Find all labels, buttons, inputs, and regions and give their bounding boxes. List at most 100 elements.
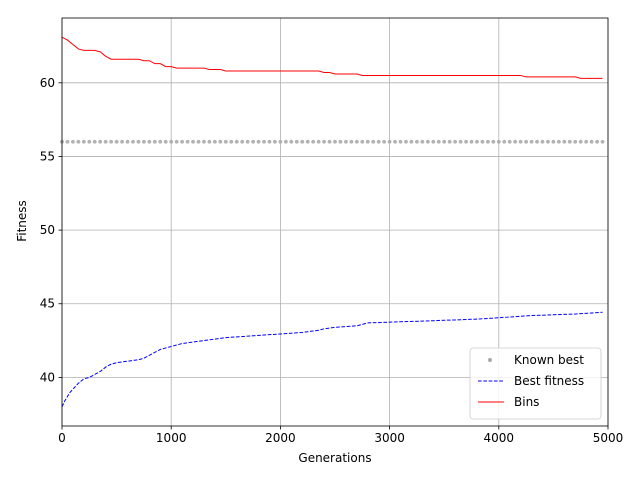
known-best-point [382,139,387,144]
known-best-point [431,139,436,144]
known-best-point [338,139,343,144]
known-best-point [529,139,534,144]
known-best-point [365,139,370,144]
known-best-point [278,139,283,144]
known-best-point [158,139,163,144]
y-tick-label: 45 [40,297,55,311]
known-best-point [163,139,168,144]
legend-label: Known best [514,353,584,367]
known-best-point [294,139,299,144]
known-best-point [333,139,337,144]
y-axis-label: Fitness [15,200,29,242]
legend-label: Best fitness [514,374,584,388]
y-tick-label: 60 [40,76,55,90]
series-bins [61,36,603,79]
known-best-point [87,139,92,144]
x-tick-label: 1000 [156,431,187,445]
known-best-point [491,139,496,144]
known-best-point [485,139,490,144]
known-best-point [480,139,485,144]
known-best-point [595,139,599,144]
known-best-point [136,139,141,144]
known-best-point [546,139,550,144]
known-best-point [447,139,452,144]
known-best-point [404,139,408,144]
known-best-point [409,139,414,144]
known-best-point [518,139,523,144]
known-best-point [240,139,245,144]
known-best-point [420,139,425,144]
known-best-point [65,139,70,144]
known-best-point [502,139,507,144]
known-best-point [251,139,256,144]
x-tick-label: 0 [58,431,66,445]
known-best-point [322,139,326,144]
known-best-point [196,139,201,144]
known-best-point [283,139,288,144]
best-fitness-line [61,311,603,408]
known-best-point [425,139,430,144]
known-best-point [442,139,447,144]
known-best-point [125,139,130,144]
legend: Known best Best fitness Bins [469,347,602,420]
known-best-point [120,139,124,144]
known-best-point [600,139,605,144]
known-best-point [114,139,119,144]
y-tick-label: 40 [40,370,55,384]
known-best-point [393,139,397,144]
series-layer [60,36,605,408]
known-best-point [458,139,463,144]
known-best-point [535,139,539,144]
known-best-point [567,139,572,144]
known-best-point [300,139,305,144]
known-best-point [387,139,392,144]
known-best-point [71,139,75,144]
known-best-point [469,139,474,144]
bins-line [61,36,603,79]
axis-ticks: 0 1000 2000 3000 4000 5000 40 45 50 55 60 [40,76,624,445]
known-best-point [256,139,261,144]
known-best-point [453,139,458,144]
series-best-fitness [61,311,603,408]
y-tick-label: 55 [40,149,55,163]
legend-marker [488,358,492,362]
known-best-point [540,139,545,144]
known-best-point [524,139,528,144]
known-best-point [152,139,157,144]
known-best-point [584,139,589,144]
known-best-point [311,139,316,144]
known-best-point [289,139,294,144]
known-best-point [496,139,501,144]
known-best-point [464,139,468,144]
known-best-point [475,139,479,144]
known-best-point [344,139,348,144]
known-best-point [218,139,223,144]
known-best-point [436,139,441,144]
known-best-point [185,139,190,144]
x-tick-label: 5000 [593,431,624,445]
known-best-point [180,139,185,144]
known-best-point [229,139,234,144]
known-best-point [507,139,512,144]
known-best-point [371,139,376,144]
known-best-point [142,139,146,144]
known-best-point [589,139,594,144]
known-best-point [551,139,556,144]
known-best-point [191,139,195,144]
known-best-point [98,139,103,144]
known-best-point [147,139,152,144]
known-best-point [305,139,310,144]
known-best-point [223,139,228,144]
known-best-point [327,139,332,144]
known-best-point [398,139,403,144]
legend-label: Bins [514,395,539,409]
known-best-point [556,139,561,144]
known-best-point [578,139,583,144]
known-best-point [212,139,217,144]
x-tick-label: 4000 [484,431,515,445]
known-best-point [376,139,381,144]
known-best-point [349,139,354,144]
known-best-point [169,139,174,144]
known-best-point [109,139,114,144]
